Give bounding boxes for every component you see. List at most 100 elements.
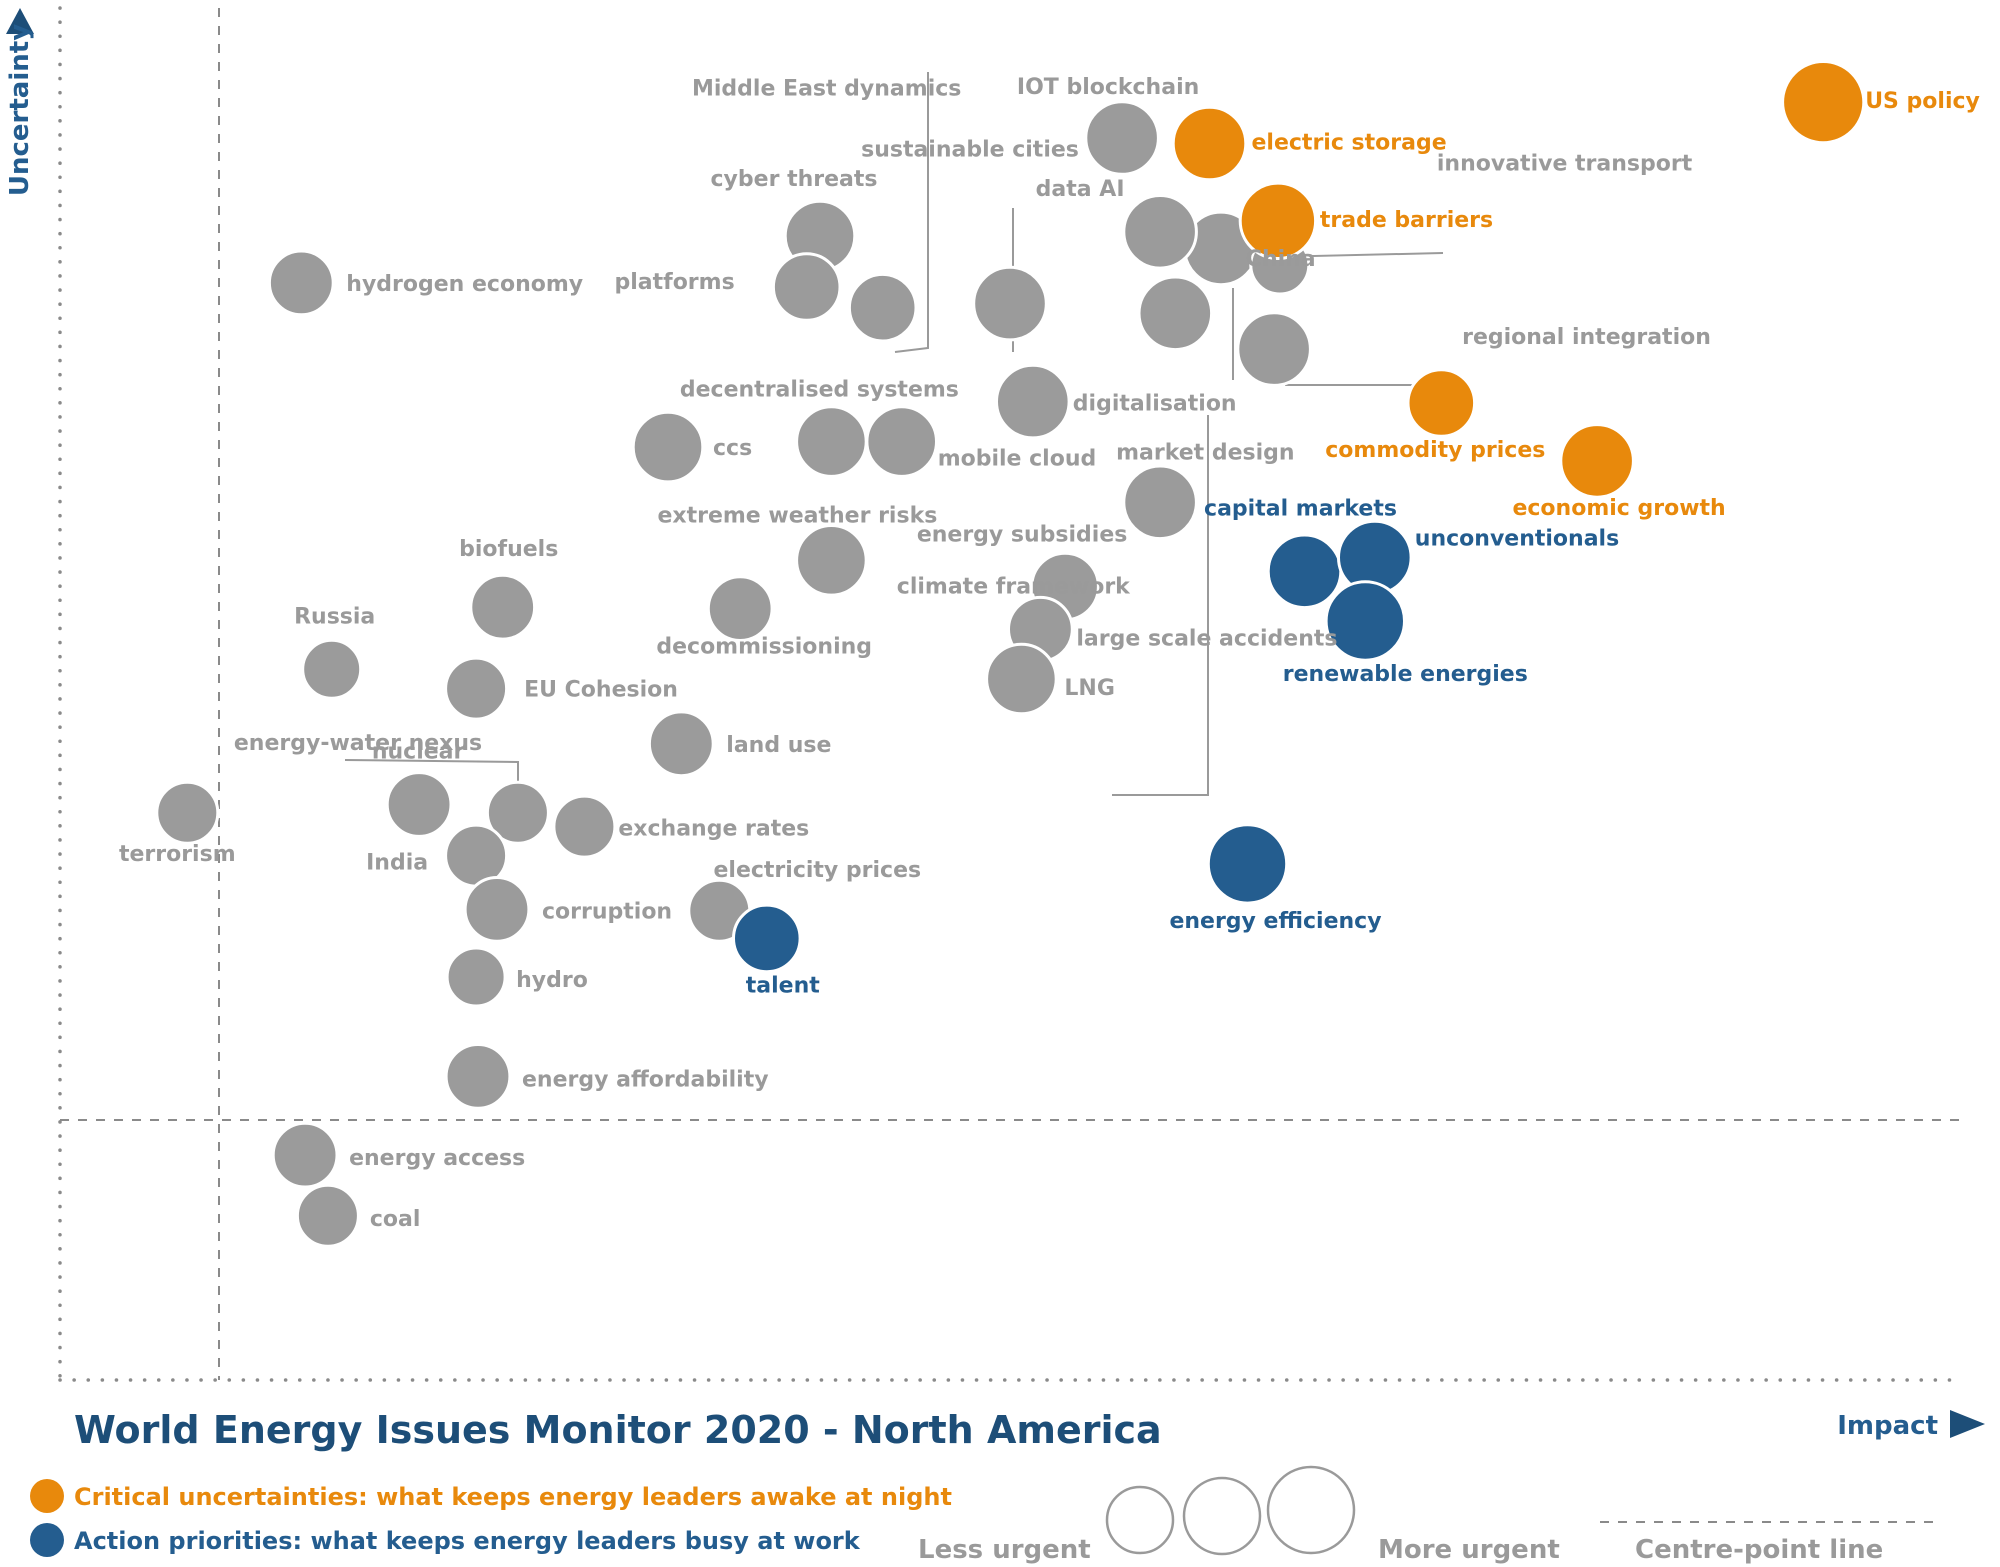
label-digitalisation: digitalisation	[1073, 392, 1237, 417]
bubble-energy-affordability	[444, 1043, 512, 1110]
bubble-ccs	[631, 410, 705, 484]
x-axis-arrow-icon	[1950, 1410, 1985, 1438]
bubble-energy-access	[271, 1121, 339, 1189]
label-ccs: ccs	[713, 436, 752, 461]
bubble-eu-cohesion	[444, 656, 509, 721]
bubble-renewable-energies	[1324, 580, 1407, 662]
bubble-hydro	[445, 946, 507, 1008]
legend-size-medium	[1182, 1476, 1262, 1556]
label-renewable-energies: renewable energies	[1283, 662, 1528, 687]
label-china: China	[1246, 247, 1316, 272]
label-innovative-transport: innovative transport	[1437, 151, 1693, 176]
label-unconventionals: unconventionals	[1415, 527, 1619, 552]
bubble-hydrogen-economy	[267, 249, 335, 317]
bubble-us-policy	[1781, 60, 1866, 145]
label-coal: coal	[370, 1207, 421, 1232]
label-energy-access: energy access	[349, 1146, 525, 1171]
label-data-ai: data AI	[1036, 177, 1125, 202]
bubble-capital-markets	[1266, 533, 1343, 610]
point-labels-layer: US policy electric storage trade barriers c…	[119, 75, 1980, 1232]
bubble-energy-efficiency	[1206, 823, 1289, 905]
label-electric-storage: electric storage	[1252, 131, 1447, 156]
chart-title: World Energy Issues Monitor 2020 - North…	[74, 1408, 1162, 1452]
bubble-digitalisation	[995, 363, 1071, 440]
label-nuclear: nuclear	[372, 740, 465, 765]
bubble-biofuels	[469, 573, 537, 641]
bubble-extreme-weather-risks	[795, 524, 868, 597]
legend-orange-dot	[30, 1479, 64, 1513]
label-market-design: market design	[1116, 440, 1294, 465]
bubble-electric-storage	[1171, 105, 1248, 182]
bubble-corruption	[463, 876, 531, 943]
label-electricity-prices: electricity prices	[713, 858, 921, 883]
label-decentralised-systems: decentralised systems	[680, 378, 959, 403]
bubble-coal	[295, 1183, 360, 1248]
bubble-middle-east-dynamics	[847, 272, 918, 343]
legend-blue-text: Action priorities: what keeps energy lea…	[74, 1527, 861, 1555]
label-iot-blockchain: IOT blockchain	[1017, 75, 1199, 100]
label-energy-efficiency: energy efficiency	[1169, 909, 1381, 934]
legend-size-large	[1266, 1465, 1356, 1555]
label-sustainable-cities: sustainable cities	[861, 138, 1079, 163]
bubble-decentralised-systems	[795, 405, 868, 478]
bubble-regional-integration	[1236, 311, 1312, 387]
x-axis-label: Impact	[1837, 1411, 1938, 1441]
label-russia: Russia	[294, 604, 375, 629]
label-terrorism: terrorism	[119, 842, 236, 867]
legend-less-urgent: Less urgent	[918, 1535, 1091, 1565]
bubble-data-ai	[1122, 194, 1198, 270]
label-energy-water-nexus: energy-water nexus	[234, 731, 482, 756]
label-large-scale-accidents: large scale accidents	[1076, 626, 1337, 651]
bubble-mobile-cloud	[865, 405, 939, 478]
label-land-use: land use	[726, 733, 831, 758]
label-eu-cohesion: EU Cohesion	[524, 678, 678, 703]
label-energy-subsidies: energy subsidies	[917, 523, 1128, 548]
bubble-trade-barriers	[1238, 181, 1318, 261]
label-cyber-threats: cyber threats	[711, 167, 878, 192]
label-lng: LNG	[1064, 676, 1115, 701]
bubbles-layer	[155, 60, 1866, 1248]
label-mobile-cloud: mobile cloud	[938, 447, 1097, 472]
label-climate-framework: climate framework	[897, 574, 1131, 599]
legend-blue-dot	[30, 1523, 64, 1557]
bubble-iot-blockchain	[1084, 100, 1160, 176]
label-capital-markets: capital markets	[1204, 496, 1397, 521]
legend-centre-point: Centre-point line	[1635, 1535, 1883, 1565]
label-talent: talent	[746, 973, 820, 998]
label-commodity-prices: commodity prices	[1325, 438, 1545, 463]
label-corruption: corruption	[542, 899, 672, 924]
bubble-sustainable-cities	[972, 265, 1048, 342]
bubble-terrorism	[155, 780, 220, 845]
label-middle-east-dynamics: Middle East dynamics	[692, 77, 961, 102]
label-decommissioning: decommissioning	[656, 635, 872, 660]
label-regional-integration: regional integration	[1462, 325, 1711, 350]
bubble-lng	[985, 642, 1058, 716]
label-india: India	[366, 851, 428, 876]
bubble-russia	[301, 638, 363, 700]
label-hydro: hydro	[516, 968, 588, 993]
bubble-nuclear	[385, 771, 453, 838]
bubble-decommissioning	[706, 575, 774, 642]
bubble-platforms	[771, 252, 842, 322]
label-extreme-weather-risks: extreme weather risks	[657, 503, 937, 528]
legend-orange-text: Critical uncertainties: what keeps energ…	[74, 1483, 952, 1511]
bubble-exchange-rates	[552, 794, 617, 859]
label-biofuels: biofuels	[459, 537, 558, 562]
bubble-land-use	[647, 710, 715, 778]
legend-size-small	[1105, 1485, 1175, 1555]
y-axis-label: Uncertainty	[5, 24, 35, 196]
label-trade-barriers: trade barriers	[1320, 208, 1493, 233]
label-energy-affordability: energy affordability	[522, 1067, 769, 1092]
bubble-talent	[732, 903, 802, 974]
bubble-climate-framework	[1137, 275, 1214, 352]
bubble-market-design	[1122, 464, 1198, 541]
bubble-energy-water-nexus	[485, 780, 550, 845]
bubble-economic-growth	[1559, 423, 1635, 499]
legend-more-urgent: More urgent	[1378, 1535, 1560, 1565]
y-axis-arrow-icon	[6, 8, 34, 34]
label-platforms: platforms	[614, 270, 734, 295]
label-economic-growth: economic growth	[1512, 496, 1725, 521]
label-exchange-rates: exchange rates	[618, 817, 809, 842]
bubble-commodity-prices	[1406, 368, 1477, 438]
